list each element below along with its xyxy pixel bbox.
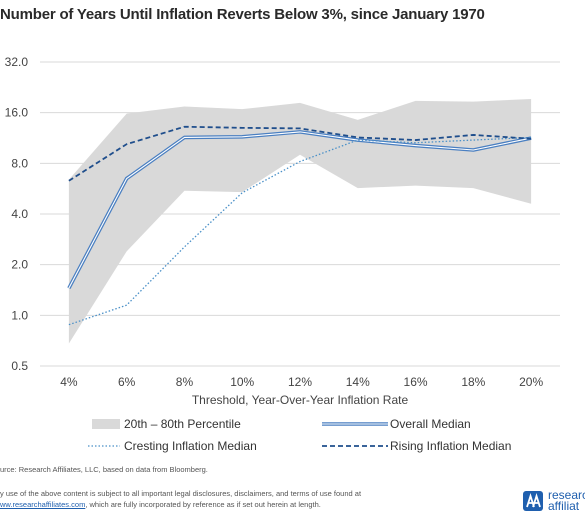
disclaimer: y use of the above content is subject to…	[0, 488, 361, 510]
disclaimer-line1: y use of the above content is subject to…	[0, 489, 362, 498]
cresting-inflation-median-line	[68, 136, 532, 326]
research-affiliates-logo: researc affiliat	[522, 487, 585, 515]
y-tick-label: 8.0	[11, 156, 28, 170]
website-link[interactable]: ww.researchaffiliates.com	[0, 500, 86, 509]
x-tick-label: 14%	[346, 375, 370, 389]
x-tick-label: 12%	[288, 375, 312, 389]
percentile-band	[68, 98, 532, 344]
legend-label-overall-median: Overall Median	[390, 417, 471, 431]
x-tick-label: 20%	[519, 375, 543, 389]
logo-mark-icon	[523, 491, 543, 511]
rising-inflation-median-line	[68, 125, 532, 182]
y-tick-label: 0.5	[11, 359, 28, 373]
logo-text-line2: affiliat	[548, 499, 580, 513]
disclaimer-line2: , which are fully incorporated by refere…	[85, 500, 321, 509]
legend-label-rising-inflation-median: Rising Inflation Median	[390, 439, 511, 453]
x-tick-label: 6%	[118, 375, 136, 389]
x-tick-label: 18%	[461, 375, 485, 389]
logo-text-line1: researc	[548, 488, 585, 502]
legend-swatch-20th-80th-percentile	[92, 419, 120, 429]
y-tick-label: 1.0	[11, 308, 28, 322]
legend-label-20th-80th-percentile: 20th – 80th Percentile	[124, 417, 241, 431]
source-note: urce: Research Affiliates, LLC, based on…	[0, 465, 208, 474]
overall-median-line-inner	[68, 131, 532, 289]
y-tick-label: 16.0	[5, 106, 29, 120]
x-tick-label: 16%	[404, 375, 428, 389]
chart-title: Number of Years Until Inflation Reverts …	[0, 6, 485, 23]
y-tick-label: 4.0	[11, 207, 28, 221]
y-tick-label: 32.0	[5, 55, 29, 69]
legend-label-cresting-inflation-median: Cresting Inflation Median	[124, 439, 257, 453]
x-tick-label: 10%	[230, 375, 254, 389]
x-tick-label: 4%	[60, 375, 78, 389]
x-tick-label: 8%	[176, 375, 194, 389]
x-axis-title: Threshold, Year-Over-Year Inflation Rate	[192, 393, 409, 407]
y-tick-label: 2.0	[11, 258, 28, 272]
